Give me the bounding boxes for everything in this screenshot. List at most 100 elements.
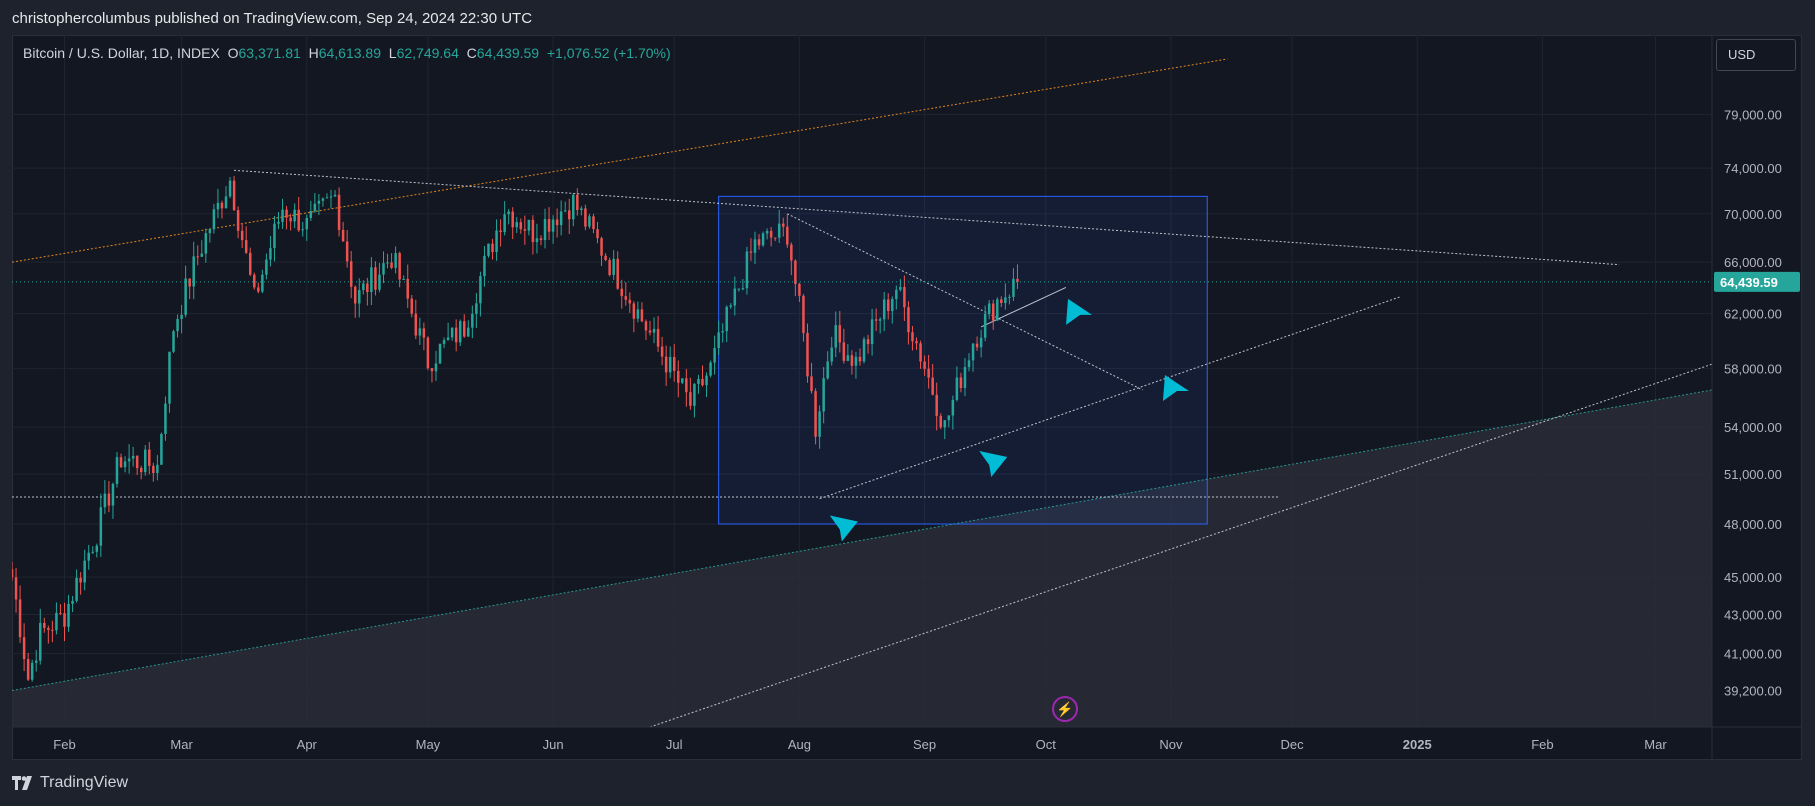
candle [672,344,676,382]
candle [559,200,563,236]
candle [277,212,280,229]
candle [386,253,389,269]
candle [681,378,684,385]
candle [834,311,838,358]
candle [862,336,866,364]
candle [107,480,111,513]
candle [144,445,147,476]
candle [790,242,793,276]
candle [757,234,761,250]
candle [79,572,82,595]
candle [370,257,373,306]
candle [850,350,854,375]
candle [47,625,50,644]
price-tick-label: 48,000.00 [1724,517,1782,532]
candle [503,201,506,236]
candle [30,659,34,682]
last-price-tag [1714,271,1800,292]
currency-button[interactable]: USD [1716,39,1796,71]
candle [628,292,632,313]
candle [782,217,785,237]
candle [596,221,599,244]
candle [329,189,333,209]
candle [677,360,680,398]
candle [689,377,692,410]
candle [192,241,195,300]
candle [152,462,155,482]
candle [664,345,668,386]
candlestick-chart[interactable]: 79,000.00 74,000.00 70,000.00 66,000.00 62,0… [12,35,1802,760]
candle [777,209,781,244]
candle [721,323,724,343]
change-value: +1,076.52 (+1.70%) [546,45,671,61]
price-tick-label: 45,000.00 [1724,570,1782,585]
candle [119,453,123,468]
candle [842,328,846,364]
candle [620,279,623,309]
candle [450,327,454,341]
candle [12,561,14,581]
candle [939,413,942,430]
candle [382,251,385,284]
candle [345,229,349,268]
candle [951,395,955,430]
candle [830,336,833,366]
annotation-arrow-icon [1162,375,1189,402]
candle [55,602,58,635]
candle [600,236,603,266]
candle [156,455,159,481]
candle [337,187,341,237]
candle [866,334,870,354]
candle [479,271,482,317]
candle [398,251,401,288]
candle [180,304,183,334]
time-tick-label: Aug [788,737,811,752]
low-value: 62,749.64 [396,45,459,61]
candle [454,319,458,352]
candle [652,317,656,344]
candle [131,446,135,467]
publish-line: christophercolumbus published on Trading… [12,10,533,27]
candle [636,301,640,323]
candle [822,367,825,424]
candle [148,441,151,475]
candle [115,452,119,488]
candle [555,208,559,238]
annotation-arrow-icon [1066,298,1093,325]
candle [188,278,191,300]
candle [22,623,26,671]
candle [794,259,797,297]
candle [854,351,858,379]
candle [285,205,288,230]
high-label: H [308,45,319,61]
candle [895,285,898,310]
support-shaded-area [12,389,1712,727]
open-value: 63,371.81 [238,45,301,61]
candle [979,329,983,358]
candle [139,465,143,480]
candle [390,253,393,270]
candle [135,455,139,475]
trend-line [980,287,1067,328]
candle [991,299,995,330]
price-tick-label: 43,000.00 [1724,607,1782,622]
footer[interactable]: TradingView [12,774,128,792]
candle [321,197,325,207]
trend-line [819,296,1402,500]
candle [725,305,728,343]
candle [240,222,244,248]
candle [693,383,696,418]
trend-line [649,363,1712,727]
candle [826,351,829,380]
candle [422,322,426,351]
candle [1004,283,1007,310]
time-tick-label: Jul [666,737,683,752]
candle [563,201,567,213]
candle [208,228,212,243]
candle [668,346,672,379]
candle [975,336,979,351]
close-label: C [466,45,477,61]
candle [996,297,999,322]
candle [281,198,284,229]
lightning-bolt-icon[interactable]: ⚡ [1052,696,1078,722]
